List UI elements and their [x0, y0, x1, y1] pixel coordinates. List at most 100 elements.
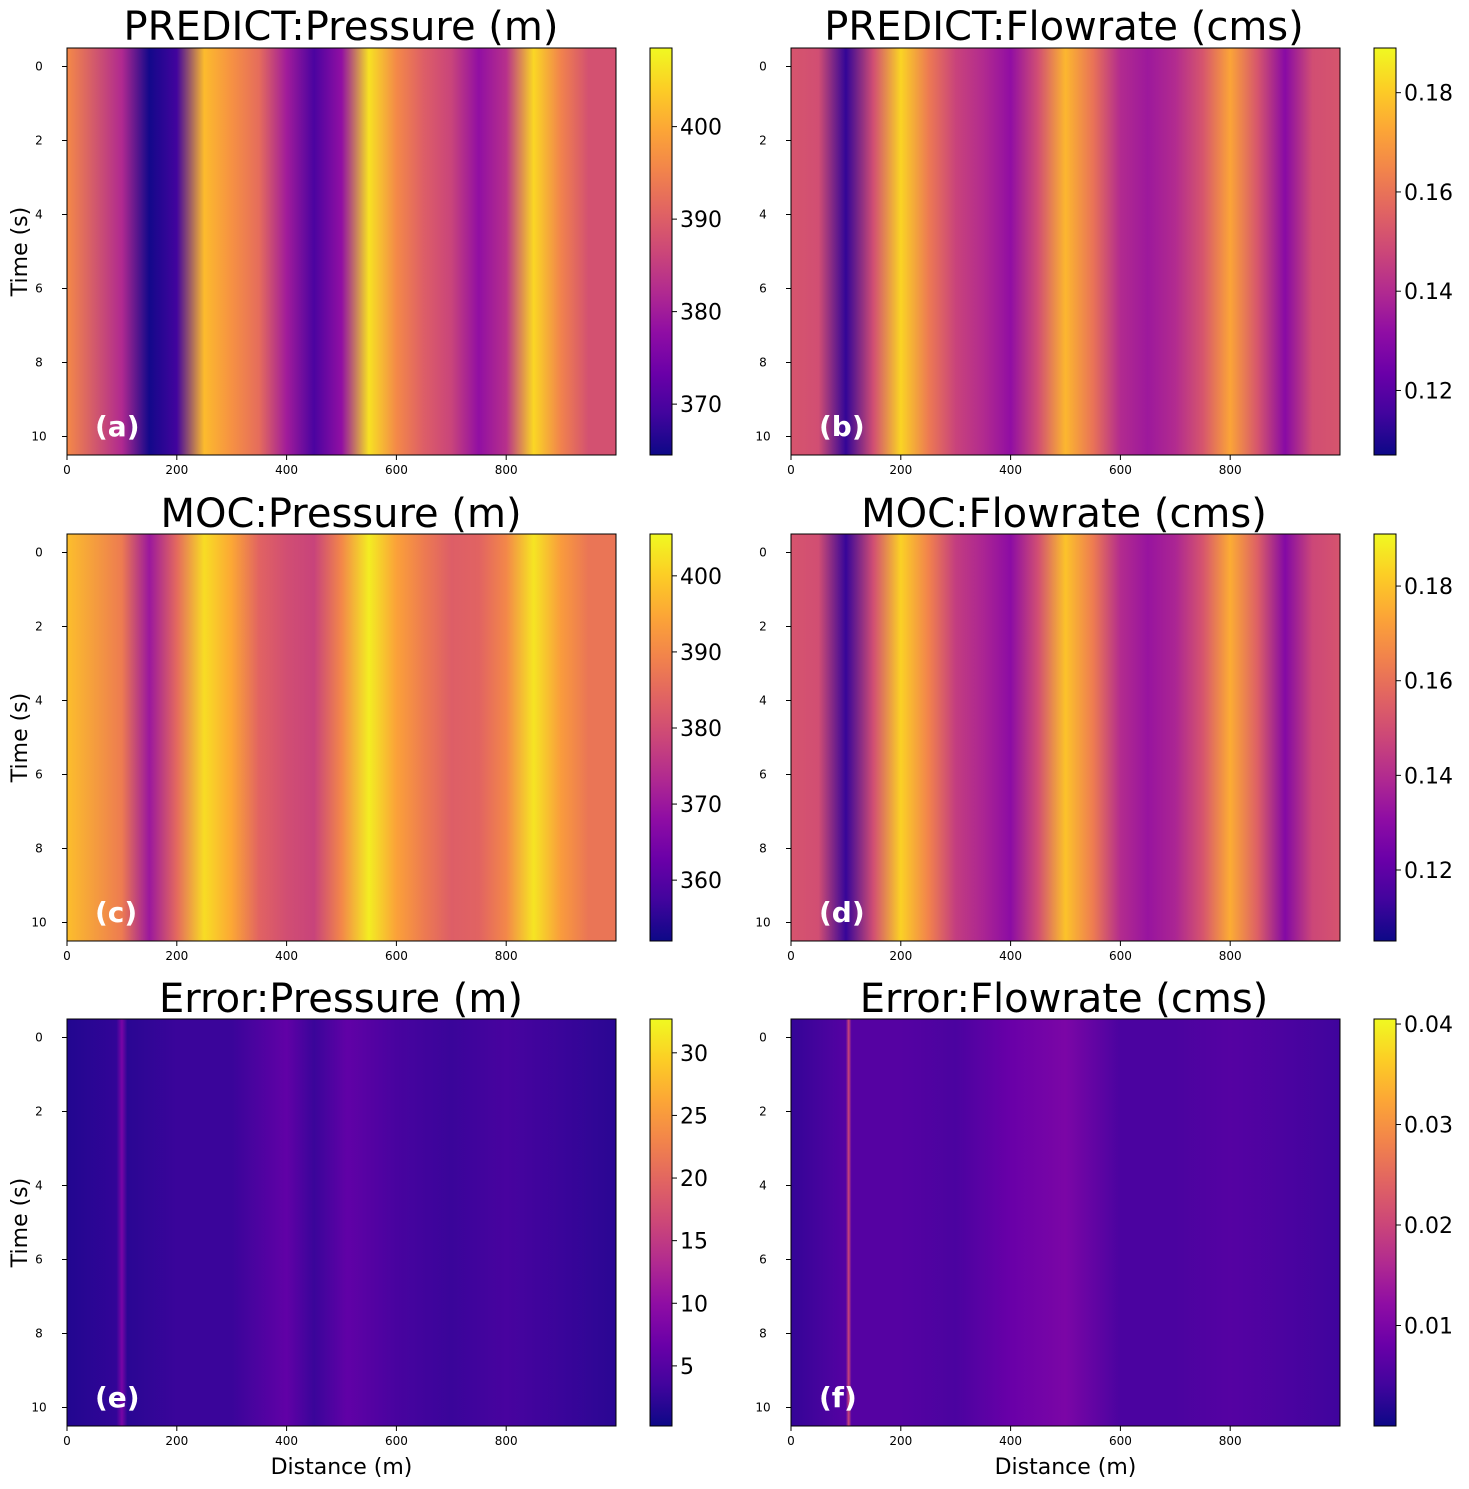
y-tick-label: 4 [35, 1179, 43, 1193]
colorbar-tick-label: 0.14 [1404, 280, 1453, 305]
x-tick-label: 800 [1219, 949, 1242, 963]
colorbar-tick-label: 0.02 [1404, 1214, 1453, 1239]
chart-title: PREDICT:Flowrate (cms) [824, 4, 1304, 50]
y-axis-label: Time (s) [8, 1178, 33, 1268]
colorbar-tick-label: 0.18 [1404, 82, 1453, 107]
heatmap-e [67, 1019, 616, 1426]
y-tick-label: 8 [35, 356, 43, 370]
colorbar-d [1374, 534, 1396, 941]
y-tick-label: 8 [759, 842, 767, 856]
colorbar-tick-label: 10 [680, 1292, 708, 1317]
colorbar-tick-label: 390 [680, 208, 722, 233]
y-tick-label: 2 [759, 620, 767, 634]
x-tick-label: 0 [787, 1434, 795, 1448]
y-tick-label: 6 [35, 282, 43, 296]
panel-label: (b) [819, 410, 865, 443]
x-tick-label: 600 [385, 463, 408, 477]
panel-e: 0 200 400 600 800 0 2 4 6 8 10 Error:Pressure (m) Ti… [8, 976, 708, 1480]
x-tick-label: 400 [275, 949, 298, 963]
y-tick-label: 10 [31, 916, 46, 930]
y-tick-label: 6 [759, 1253, 767, 1267]
x-tick-label: 0 [787, 949, 795, 963]
colorbar-b [1374, 48, 1396, 455]
x-tick-label: 200 [165, 1434, 188, 1448]
x-tick-label: 600 [1109, 463, 1132, 477]
y-tick-label: 10 [31, 1401, 46, 1415]
panel-c: 0 200 400 600 8000246810MOC:Pressure (m)Time… [8, 491, 722, 963]
y-tick-label: 0 [759, 546, 767, 560]
colorbar-tick-label: 30 [680, 1042, 708, 1067]
chart-title: MOC:Flowrate (cms) [861, 491, 1267, 537]
x-tick-label: 400 [275, 463, 298, 477]
x-tick-label: 0 [63, 1434, 71, 1448]
y-axis-label: Time (s) [8, 693, 33, 783]
y-tick-label: 8 [35, 1327, 43, 1341]
y-tick-label: 0 [35, 60, 43, 74]
y-tick-label: 8 [35, 842, 43, 856]
colorbar-tick-label: 0.16 [1404, 181, 1453, 206]
y-tick-label: 4 [35, 694, 43, 708]
x-tick-label: 800 [495, 1434, 518, 1448]
y-tick-label: 8 [759, 1327, 767, 1341]
panel-label: (a) [95, 410, 140, 443]
colorbar-tick-label: 0.12 [1404, 859, 1453, 884]
colorbar-c [650, 534, 672, 941]
chart-title: Error:Flowrate (cms) [860, 976, 1269, 1022]
x-tick-label: 800 [495, 463, 518, 477]
panel-label: (f) [819, 1381, 857, 1414]
x-tick-label: 400 [999, 1434, 1022, 1448]
colorbar-tick-label: 360 [680, 869, 722, 894]
heatmap-f [791, 1019, 1340, 1426]
panel-label: (c) [95, 896, 137, 929]
x-tick-label: 400 [275, 1434, 298, 1448]
x-tick-label: 600 [385, 949, 408, 963]
colorbar-tick-label: 5 [680, 1355, 694, 1380]
y-tick-label: 6 [35, 1253, 43, 1267]
x-tick-label: 200 [889, 949, 912, 963]
y-tick-label: 2 [35, 620, 43, 634]
heatmap-a [67, 48, 616, 455]
colorbar-tick-label: 370 [680, 393, 722, 418]
y-tick-label: 0 [759, 1031, 767, 1045]
colorbar-tick-label: 20 [680, 1167, 708, 1192]
colorbar-tick-label: 380 [680, 717, 722, 742]
y-tick-label: 0 [35, 546, 43, 560]
colorbar-tick-label: 0.04 [1404, 1013, 1453, 1038]
colorbar-tick-label: 15 [680, 1230, 708, 1255]
y-tick-label: 0 [35, 1031, 43, 1045]
chart-title: MOC:Pressure (m) [160, 491, 521, 537]
y-tick-label: 4 [759, 694, 767, 708]
colorbar-tick-label: 370 [680, 793, 722, 818]
y-tick-label: 4 [759, 1179, 767, 1193]
x-tick-label: 200 [889, 463, 912, 477]
panel-a: 0 200 400 600 800 0 2 4 6 8 10 PREDICT:Pressure (m)… [8, 4, 722, 477]
colorbar-e [650, 1019, 672, 1426]
x-axis-label: Distance (m) [271, 1455, 413, 1480]
x-tick-label: 200 [889, 1434, 912, 1448]
y-tick-label: 2 [759, 1105, 767, 1119]
colorbar-tick-label: 0.14 [1404, 764, 1453, 789]
colorbar-tick-label: 390 [680, 641, 722, 666]
y-tick-label: 4 [759, 208, 767, 222]
panel-d: 0 200 400 600 800 0 2 4 6 8 10 MOC:Flowrate (cms) (d… [755, 491, 1453, 963]
heatmap-b [791, 48, 1340, 455]
y-tick-label: 10 [31, 430, 46, 444]
colorbar-tick-label: 400 [680, 565, 722, 590]
x-tick-label: 200 [165, 949, 188, 963]
colorbar-tick-label: 25 [680, 1104, 708, 1129]
y-tick-label: 8 [759, 356, 767, 370]
x-tick-label: 400 [999, 949, 1022, 963]
y-tick-label: 4 [35, 208, 43, 222]
x-tick-label: 800 [1219, 1434, 1242, 1448]
y-tick-label: 0 [759, 60, 767, 74]
y-tick-label: 2 [35, 134, 43, 148]
colorbar-tick-label: 0.18 [1404, 575, 1453, 600]
x-tick-label: 0 [63, 463, 71, 477]
y-tick-label: 10 [755, 430, 770, 444]
colorbar-tick-label: 0.01 [1404, 1315, 1453, 1340]
colorbar-a [650, 48, 672, 455]
colorbar-tick-label: 400 [680, 116, 722, 141]
panel-b: 0 200 400 600 800 0 2 4 6 8 10 PREDICT:Flowrate (cm… [755, 4, 1453, 477]
y-tick-label: 6 [759, 282, 767, 296]
heatmap-c [67, 534, 616, 941]
